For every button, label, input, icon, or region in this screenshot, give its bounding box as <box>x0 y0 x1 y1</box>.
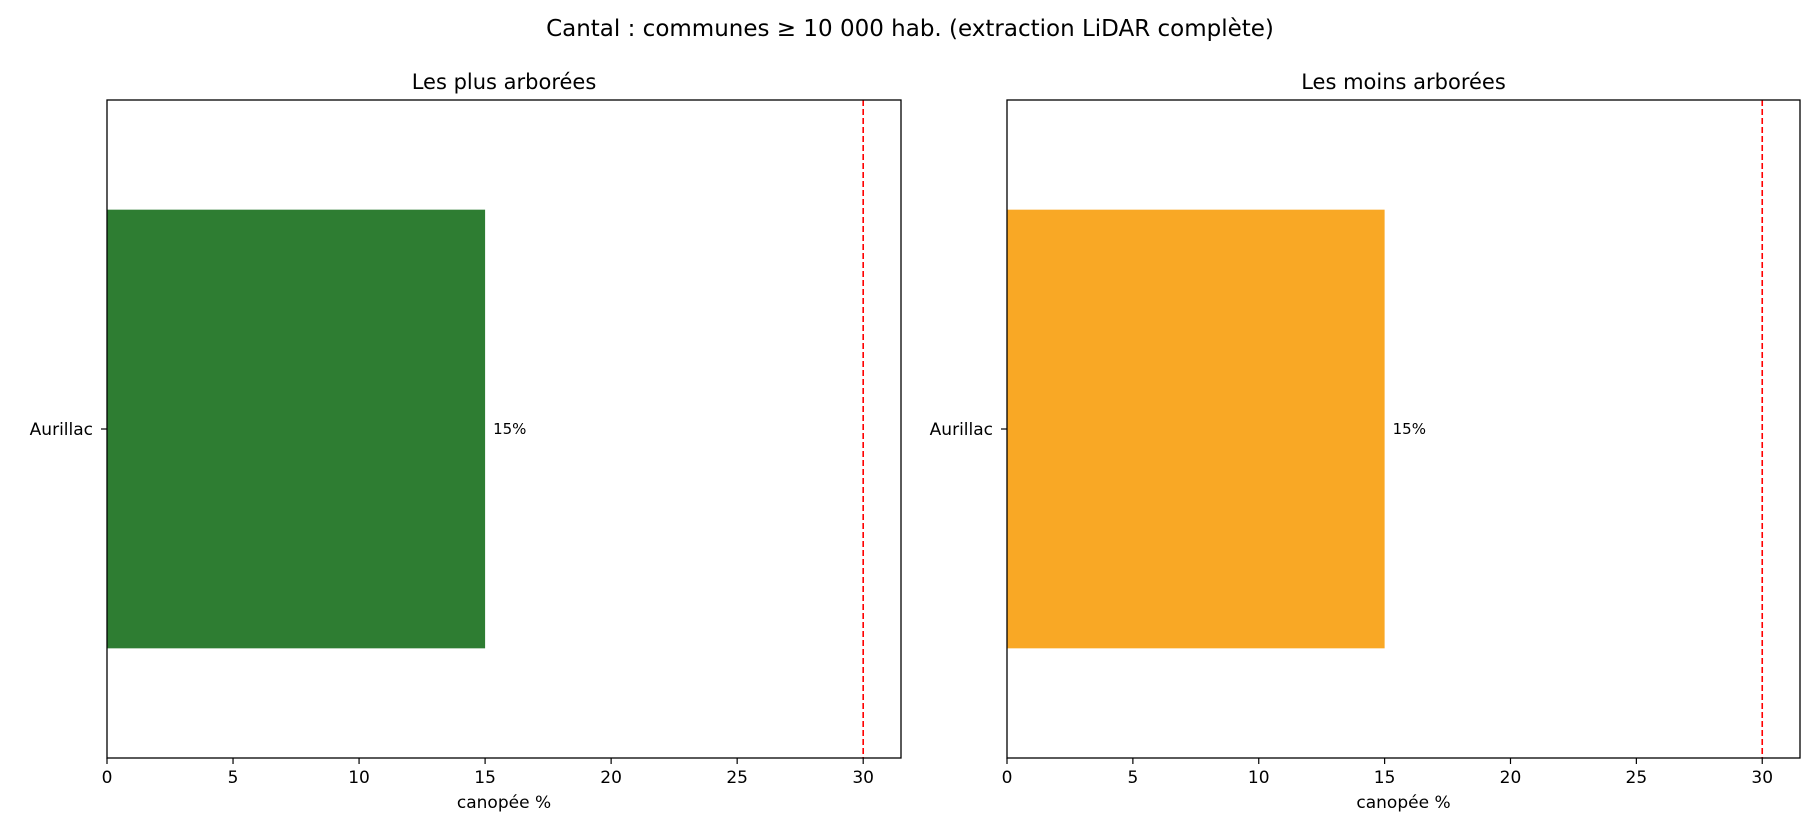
left-x-tick-label: 0 <box>102 768 113 788</box>
left-chart-panel: Les plus arborées 15% Aurillac 0 5 10 15 20 25 30… <box>30 70 902 813</box>
left-bar-value-label: 15% <box>493 420 526 438</box>
left-axes-frame <box>106 99 902 759</box>
right-x-tick-label: 5 <box>1127 768 1138 788</box>
left-x-axis-label: canopée % <box>457 793 551 813</box>
left-x-tick-label: 25 <box>726 768 748 788</box>
right-y-tick-label: Aurillac <box>930 420 993 440</box>
left-bar-aurillac <box>107 209 486 649</box>
right-x-tick-label: 30 <box>1751 768 1773 788</box>
right-bar-value-label: 15% <box>1393 420 1426 438</box>
left-y-tick-label: Aurillac <box>30 420 93 440</box>
left-chart-title: Les plus arborées <box>412 70 597 94</box>
right-x-tick-label: 10 <box>1248 768 1270 788</box>
right-bar-aurillac <box>1007 209 1385 649</box>
left-x-tick-label: 5 <box>228 768 239 788</box>
left-x-tick-label: 15 <box>474 768 496 788</box>
right-x-tick-label: 25 <box>1626 768 1648 788</box>
left-x-tick-label: 20 <box>600 768 622 788</box>
figure-title: Cantal : communes ≥ 10 000 hab. (extract… <box>546 16 1274 42</box>
right-x-axis-label: canopée % <box>1356 793 1450 813</box>
right-x-tick-label: 15 <box>1374 768 1396 788</box>
left-x-tick-label: 30 <box>852 768 874 788</box>
right-axes-frame <box>1006 99 1801 759</box>
right-x-tick-label: 20 <box>1500 768 1522 788</box>
right-chart-panel: Les moins arborées 15% Aurillac 0 5 10 15 20 25 3… <box>930 70 1801 813</box>
right-chart-title: Les moins arborées <box>1301 70 1506 94</box>
right-x-tick-label: 0 <box>1002 768 1013 788</box>
left-x-tick-label: 10 <box>348 768 370 788</box>
